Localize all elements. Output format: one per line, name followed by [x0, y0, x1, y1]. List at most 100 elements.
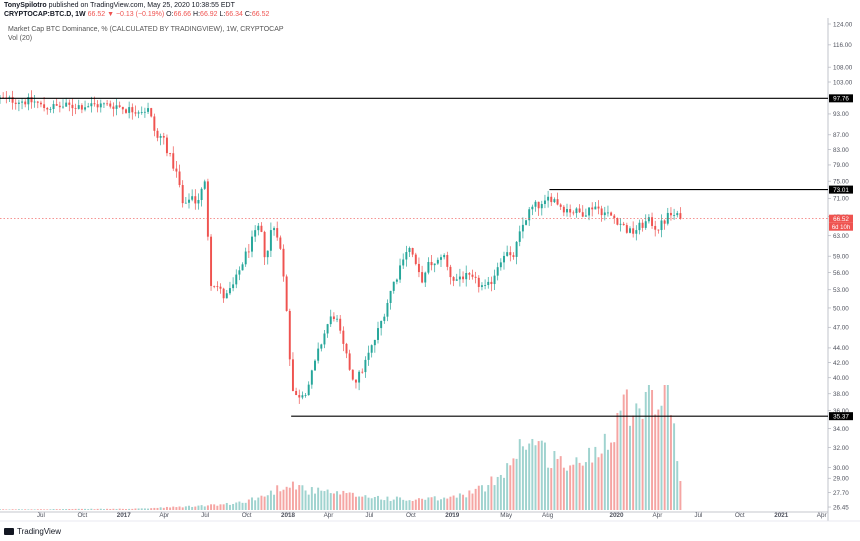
volume-bar: [424, 499, 427, 510]
candle-body: [503, 255, 505, 263]
candle: [244, 247, 247, 267]
candle: [395, 278, 398, 285]
candle: [358, 370, 361, 391]
candle-body: [458, 276, 461, 280]
volume-bar: [588, 447, 591, 510]
volume-bar: [153, 507, 156, 510]
brand-name[interactable]: TradingView: [17, 527, 62, 536]
price-tick-label: 53.00: [833, 287, 849, 294]
volume-bar: [462, 494, 465, 510]
candle: [323, 329, 326, 349]
volume-bar: [326, 489, 329, 510]
price-tick-label: 47.00: [833, 325, 849, 332]
volume-bar: [474, 488, 477, 510]
candle-body: [537, 201, 540, 209]
candle: [241, 262, 244, 271]
candle: [531, 204, 534, 216]
volume-bar: [342, 490, 345, 510]
candle-body: [134, 112, 137, 114]
candle: [660, 214, 663, 238]
candle: [39, 100, 42, 108]
author-name[interactable]: TonySpilotro: [4, 2, 47, 9]
volume-bar: [0, 509, 1, 510]
price-tick-label: 87.00: [833, 132, 849, 139]
volume-bar: [499, 474, 502, 510]
candle: [184, 197, 187, 204]
candle-body: [213, 285, 216, 287]
volume-bar: [572, 464, 575, 510]
volume-bar: [509, 465, 512, 510]
candle-body: [610, 212, 613, 216]
time-tick-label: Oct: [735, 512, 745, 519]
volume-bar: [5, 509, 8, 510]
volume-bar: [62, 509, 64, 510]
candle: [191, 189, 194, 202]
candle-body: [345, 343, 348, 354]
price-tick-label: 34.00: [833, 426, 849, 433]
volume-bar: [71, 509, 74, 510]
price-tick-label: 50.00: [833, 305, 849, 312]
candle-body: [112, 106, 115, 109]
volume-bar: [493, 485, 496, 510]
candle: [666, 207, 669, 226]
volume-bar: [594, 446, 597, 510]
volume-bar: [553, 451, 556, 510]
candle: [588, 207, 591, 221]
candle-body: [46, 107, 49, 110]
volume-bar: [610, 442, 613, 510]
volume-bar: [635, 403, 638, 510]
candle: [169, 152, 172, 157]
volume-bar: [436, 500, 439, 510]
candle: [295, 387, 298, 396]
level-tag: [829, 412, 853, 421]
candle: [569, 204, 572, 218]
volume-bar: [414, 499, 417, 510]
volume-bar: [578, 462, 581, 510]
candle: [156, 128, 159, 142]
candle: [399, 258, 402, 283]
volume-bar: [452, 495, 455, 510]
candle-body: [619, 223, 622, 225]
candle-body: [414, 254, 417, 264]
candle: [317, 342, 320, 364]
price-tick-label: 29.00: [833, 476, 849, 483]
tradingview-logo-icon: [4, 528, 14, 535]
candle: [24, 99, 27, 108]
volume-bar: [191, 506, 194, 510]
candle: [55, 98, 58, 106]
candle-body: [575, 208, 578, 214]
volume-bar: [543, 442, 546, 510]
candle: [131, 103, 134, 120]
candle-body: [84, 107, 87, 110]
volume-bar: [421, 498, 424, 510]
volume-bar: [332, 493, 335, 510]
candle-body: [477, 277, 480, 287]
volume-bar: [619, 410, 622, 510]
candle: [566, 203, 568, 217]
candle: [440, 254, 442, 267]
candle-body: [87, 106, 90, 108]
candle: [216, 281, 219, 292]
candle: [65, 97, 68, 107]
candle: [506, 245, 509, 257]
price-tick-label: 32.00: [833, 445, 849, 452]
candle-body: [90, 103, 93, 107]
candle: [348, 349, 351, 371]
candle-body: [203, 181, 206, 189]
candle: [329, 309, 332, 327]
volume-bar: [380, 499, 383, 510]
candle-body: [260, 225, 263, 232]
candle: [430, 255, 433, 271]
candle-body: [52, 104, 55, 110]
candle: [572, 210, 575, 216]
candle-body: [178, 171, 181, 186]
candle-body: [273, 228, 276, 231]
volume-bar: [433, 496, 436, 510]
volume-bar: [310, 487, 313, 510]
candle: [213, 285, 216, 289]
volume-bar: [298, 485, 301, 510]
candle: [68, 99, 71, 112]
close-label: C:: [244, 11, 252, 18]
candle: [254, 225, 257, 242]
